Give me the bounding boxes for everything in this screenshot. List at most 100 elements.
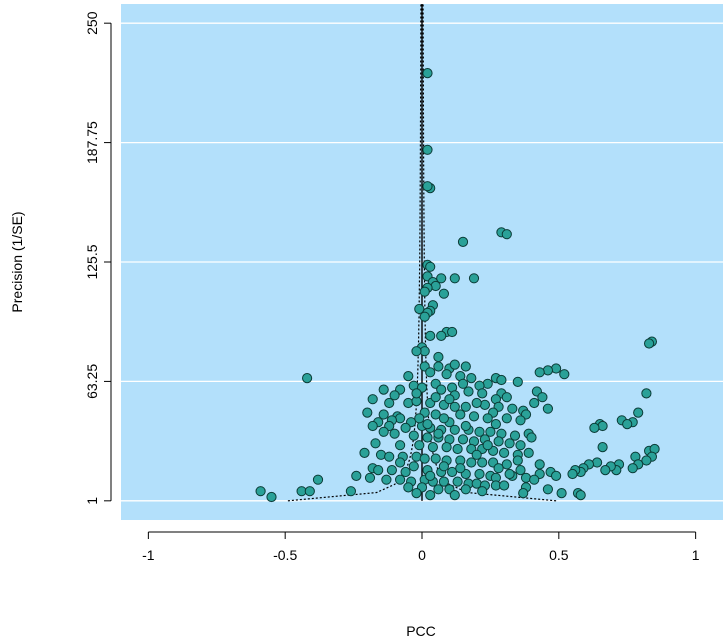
data-point xyxy=(499,447,510,458)
data-point xyxy=(477,457,488,468)
data-point xyxy=(460,420,471,432)
data-point xyxy=(457,434,469,445)
data-point xyxy=(312,474,324,485)
data-point xyxy=(633,407,644,418)
data-point xyxy=(441,369,452,380)
data-point xyxy=(474,426,485,437)
data-point xyxy=(567,468,578,480)
data-point xyxy=(529,397,540,409)
y-axis: 1 63.25 125.5 187.75 250 xyxy=(84,11,112,505)
data-point xyxy=(518,488,529,499)
data-point xyxy=(515,440,526,451)
data-point xyxy=(427,442,438,453)
data-point xyxy=(460,361,471,372)
data-point xyxy=(395,440,406,451)
data-point xyxy=(512,376,523,387)
data-point xyxy=(490,419,501,430)
data-point xyxy=(384,451,395,462)
data-point xyxy=(411,451,422,462)
data-point xyxy=(403,397,414,409)
data-point xyxy=(641,388,652,399)
data-point xyxy=(466,373,477,384)
data-point xyxy=(542,403,554,414)
data-point xyxy=(501,392,512,403)
data-point xyxy=(512,455,523,466)
data-point xyxy=(447,466,458,478)
data-point xyxy=(395,457,406,468)
data-point xyxy=(559,369,570,380)
data-point xyxy=(433,351,444,363)
data-point xyxy=(627,463,638,474)
data-point xyxy=(430,409,441,420)
data-point xyxy=(499,480,510,491)
data-point xyxy=(395,413,406,424)
data-point xyxy=(482,413,493,424)
data-point xyxy=(403,482,414,493)
data-point xyxy=(422,144,433,155)
data-point xyxy=(266,491,277,503)
data-point xyxy=(542,484,554,495)
data-point xyxy=(408,461,419,472)
data-point xyxy=(493,436,504,447)
data-point xyxy=(482,440,493,451)
x-axis-title: PCC xyxy=(406,623,436,639)
data-point xyxy=(367,394,378,405)
data-point xyxy=(529,474,540,485)
data-point xyxy=(551,470,562,481)
data-point xyxy=(436,384,447,395)
data-point xyxy=(436,273,447,284)
data-point xyxy=(425,490,436,501)
y-tick-label: 187.75 xyxy=(84,121,100,164)
data-point xyxy=(422,419,433,430)
data-point xyxy=(479,399,490,410)
data-point xyxy=(378,384,389,395)
data-point xyxy=(452,476,463,487)
data-point xyxy=(474,468,485,480)
data-point xyxy=(422,68,433,79)
data-point xyxy=(370,438,381,449)
data-point xyxy=(433,428,444,439)
data-point xyxy=(389,390,400,401)
data-point xyxy=(537,392,548,403)
data-point xyxy=(411,488,422,499)
data-point xyxy=(367,420,378,432)
data-point xyxy=(493,463,504,474)
data-point xyxy=(411,388,422,399)
data-point xyxy=(438,461,449,472)
data-point xyxy=(526,432,537,443)
data-point xyxy=(438,476,449,487)
data-point xyxy=(449,490,460,501)
data-point xyxy=(438,288,449,299)
data-point xyxy=(433,484,444,495)
data-point xyxy=(501,459,512,470)
data-point xyxy=(600,465,611,476)
y-tick-label: 1 xyxy=(84,497,100,505)
data-point xyxy=(359,447,370,458)
data-point xyxy=(373,465,384,476)
data-point xyxy=(441,442,452,453)
y-tick-label: 250 xyxy=(84,11,100,35)
data-point xyxy=(414,303,425,315)
data-point xyxy=(644,338,655,349)
data-point xyxy=(485,426,496,437)
data-point xyxy=(255,486,266,497)
x-tick-label: 1 xyxy=(692,547,700,563)
data-point xyxy=(444,394,455,405)
data-point xyxy=(414,440,425,451)
data-point xyxy=(351,470,362,481)
data-point xyxy=(515,415,526,426)
y-axis-title: Precision (1/SE) xyxy=(9,211,25,312)
data-point xyxy=(400,466,411,478)
data-point xyxy=(411,346,422,357)
x-tick-label: -0.5 xyxy=(273,547,297,563)
data-point xyxy=(408,430,419,441)
data-point xyxy=(471,397,482,409)
data-point xyxy=(597,442,608,453)
data-point xyxy=(551,363,562,374)
data-point xyxy=(523,447,534,458)
data-point xyxy=(515,465,526,476)
data-point xyxy=(378,409,389,420)
data-point xyxy=(466,457,477,468)
data-point xyxy=(455,463,466,474)
data-point xyxy=(414,413,425,424)
